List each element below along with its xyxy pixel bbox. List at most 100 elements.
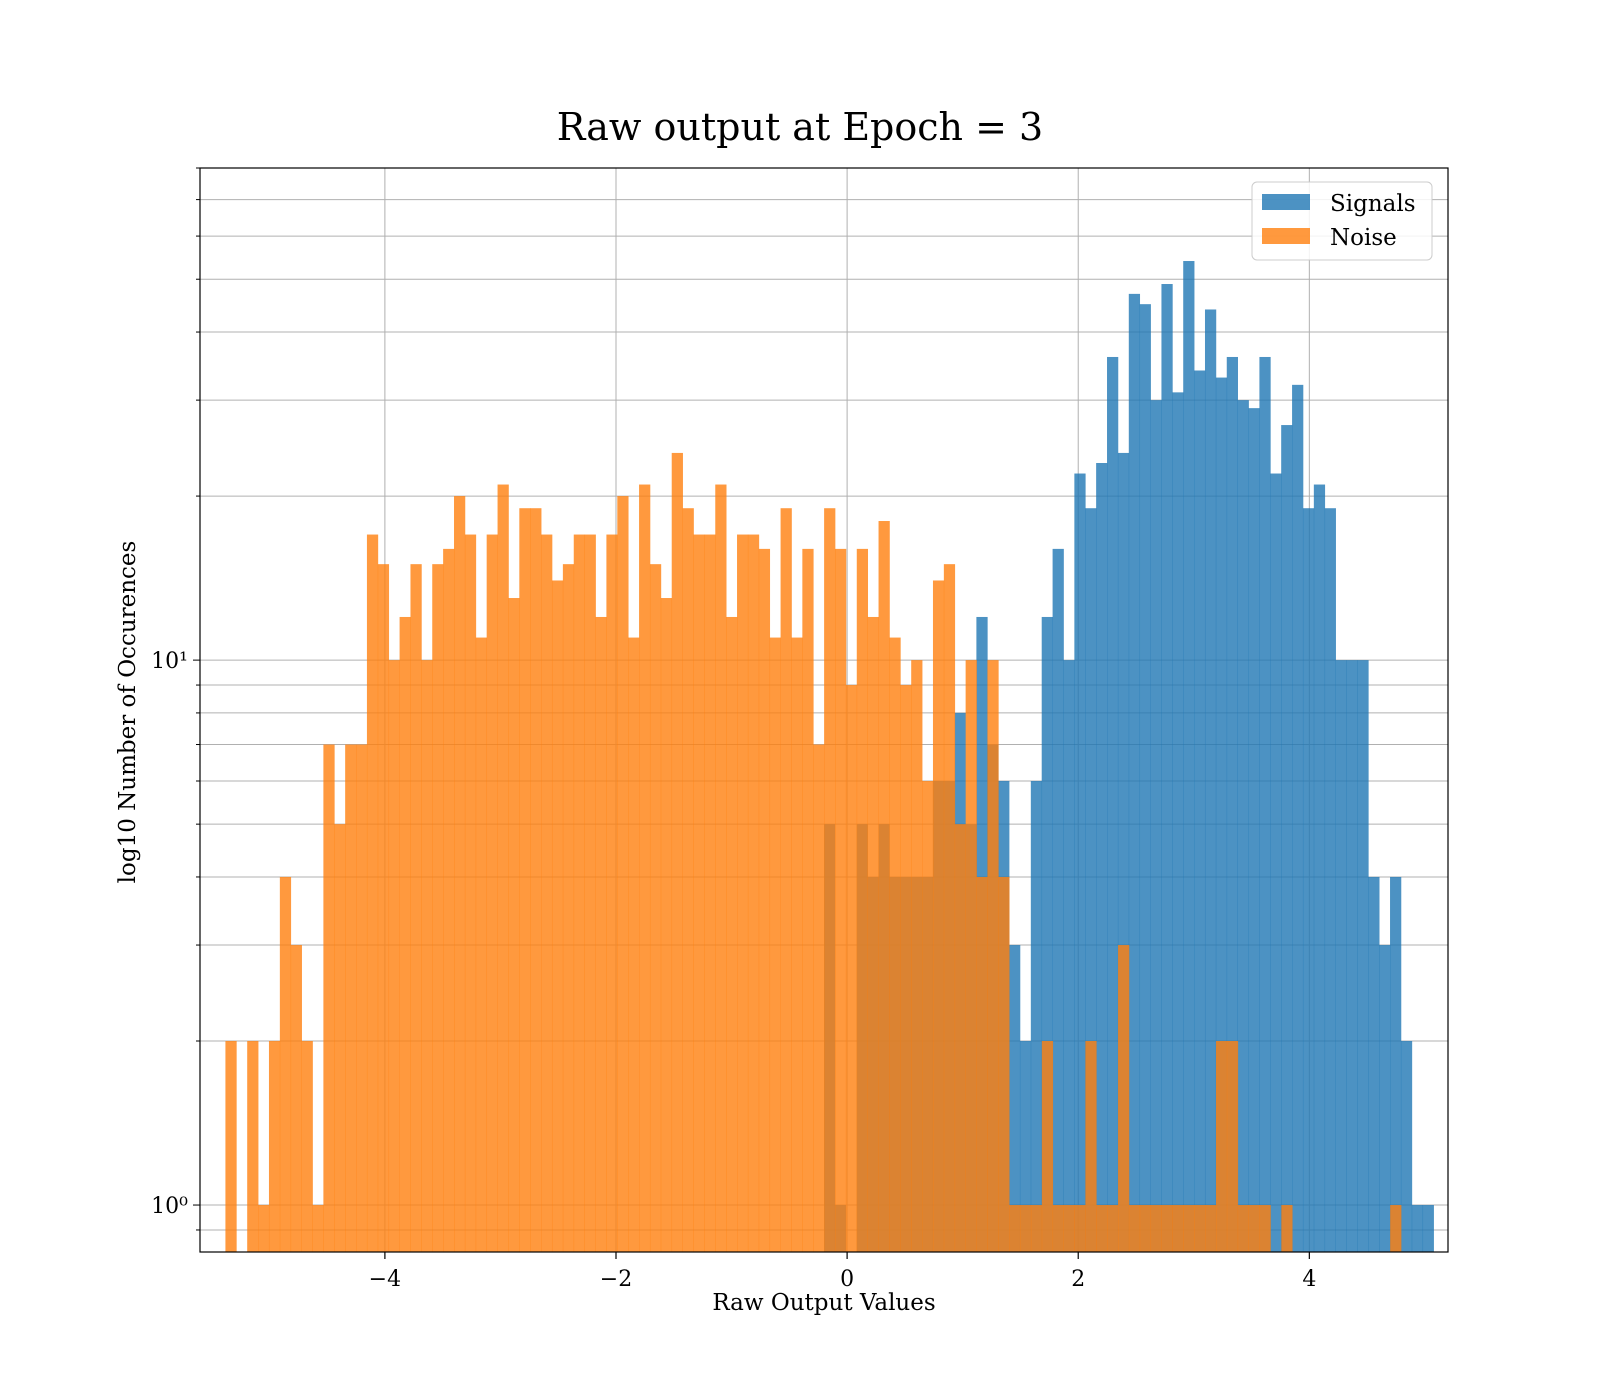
- noise-bar: [279, 876, 292, 1252]
- noise-bar: [976, 876, 988, 1252]
- signals-bar: [1226, 356, 1238, 1253]
- signals-bar: [1346, 660, 1358, 1252]
- noise-bar: [943, 564, 956, 1252]
- signals-bar: [1259, 356, 1271, 1253]
- noise-bar: [824, 508, 836, 1252]
- noise-bar: [519, 508, 531, 1252]
- noise-bar: [932, 580, 945, 1252]
- noise-bar: [551, 580, 564, 1252]
- noise-bar: [747, 534, 760, 1252]
- y-tick-label: 10⁰: [151, 1194, 188, 1219]
- noise-bar: [693, 534, 705, 1252]
- y-axis-ticks: 10⁰ 10¹: [151, 167, 200, 1231]
- noise-bar: [1041, 1040, 1054, 1252]
- noise-bar: [780, 508, 792, 1252]
- signals-bar: [1313, 484, 1326, 1252]
- plot-frame: [199, 167, 1449, 1253]
- histogram-bars: [225, 261, 1434, 1253]
- noise-bar: [1248, 1205, 1260, 1252]
- noise-bar: [867, 616, 879, 1252]
- noise-bar: [345, 744, 357, 1252]
- noise-bar: [530, 508, 542, 1252]
- noise-bar: [388, 660, 400, 1252]
- signals-bar: [1074, 473, 1086, 1252]
- noise-bar: [1074, 1205, 1086, 1252]
- noise-bar: [1020, 1205, 1032, 1252]
- noise-bar: [682, 508, 694, 1252]
- signals-bar: [1172, 392, 1184, 1252]
- noise-bar: [1128, 1205, 1141, 1252]
- noise-bar: [356, 744, 368, 1252]
- noise-bar: [889, 637, 901, 1252]
- noise-bar: [922, 781, 934, 1252]
- noise-bar: [737, 534, 749, 1252]
- signals-bar: [1411, 1205, 1424, 1252]
- noise-legend-swatch: [1262, 228, 1310, 244]
- signals-bar: [1117, 452, 1130, 1252]
- noise-bar: [726, 616, 738, 1252]
- noise-bar: [1226, 1040, 1239, 1252]
- noise-bar: [835, 548, 847, 1252]
- signals-bar: [1237, 400, 1249, 1253]
- signals-bar: [1150, 400, 1162, 1253]
- signals-bar: [1248, 408, 1260, 1252]
- noise-bar: [562, 564, 575, 1252]
- noise-bar: [769, 637, 781, 1252]
- signals-bar: [1335, 660, 1347, 1252]
- noise-bar: [1107, 1205, 1119, 1252]
- noise-bar: [704, 534, 716, 1252]
- noise-bar: [1052, 1205, 1064, 1252]
- noise-bar: [1390, 1205, 1402, 1252]
- noise-bar: [987, 660, 999, 1252]
- noise-bar: [845, 685, 858, 1252]
- noise-bar: [998, 876, 1010, 1252]
- signals-bar: [1368, 876, 1380, 1252]
- noise-bar: [628, 637, 640, 1252]
- signals-bar: [1422, 1205, 1434, 1252]
- signals-legend-swatch: [1262, 194, 1310, 210]
- signals-bar: [1270, 473, 1282, 1252]
- signals-bar: [1194, 370, 1206, 1252]
- noise-bar: [268, 1040, 281, 1252]
- noise-bar: [639, 484, 651, 1252]
- noise-bar: [464, 534, 477, 1252]
- signals-bar: [1085, 508, 1097, 1252]
- signals-bar: [1161, 284, 1173, 1253]
- noise-bar: [1183, 1205, 1195, 1252]
- signals-bar: [1096, 463, 1108, 1252]
- noise-bar: [573, 534, 585, 1252]
- noise-bar: [965, 660, 977, 1252]
- noise-bar: [856, 548, 869, 1252]
- signals-legend-label: Signals: [1330, 191, 1416, 217]
- noise-bar: [1150, 1205, 1162, 1252]
- noise-bar: [660, 598, 673, 1252]
- noise-bar: [1030, 1205, 1043, 1252]
- signals-bar: [1052, 548, 1064, 1252]
- noise-bar: [1172, 1205, 1184, 1252]
- x-tick-label: −2: [600, 1267, 632, 1292]
- noise-bar: [802, 548, 814, 1252]
- y-axis-label: log10 Number of Occurences: [115, 541, 141, 884]
- noise-bar: [1118, 945, 1130, 1252]
- x-axis-label: Raw Output Values: [712, 1290, 935, 1316]
- signals-bar: [1009, 945, 1021, 1252]
- signals-bar: [1357, 660, 1369, 1252]
- chart-title: Raw output at Epoch = 3: [557, 105, 1043, 149]
- signals-bar: [1030, 781, 1043, 1252]
- signals-bar: [1400, 1040, 1413, 1252]
- signals-bar: [1390, 876, 1402, 1252]
- noise-bar: [1063, 1205, 1075, 1252]
- noise-bar: [791, 637, 803, 1252]
- noise-bar: [900, 685, 912, 1252]
- noise-bar: [421, 660, 433, 1252]
- signals-bar: [1183, 261, 1195, 1252]
- noise-bar: [225, 1040, 237, 1252]
- noise-bar: [443, 548, 455, 1252]
- noise-bar: [486, 534, 498, 1252]
- noise-bar: [1161, 1205, 1173, 1252]
- noise-bar: [475, 637, 488, 1252]
- noise-bar: [878, 521, 890, 1252]
- signals-bar: [1292, 384, 1304, 1252]
- noise-bar: [671, 452, 683, 1252]
- noise-bar: [1237, 1205, 1249, 1252]
